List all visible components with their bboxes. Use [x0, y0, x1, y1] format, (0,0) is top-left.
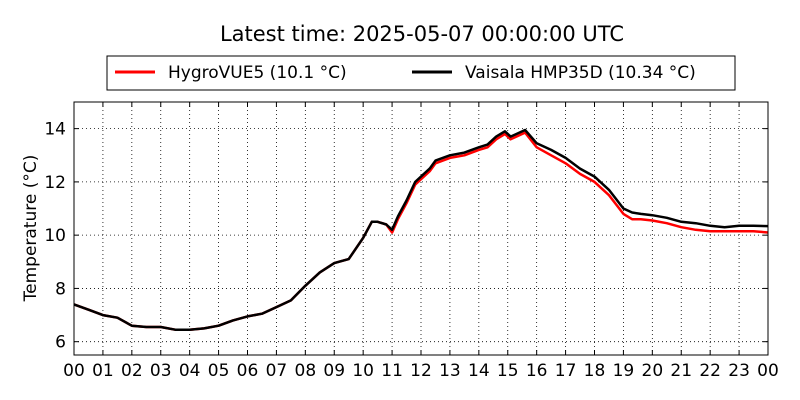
- x-tick-label: 02: [121, 361, 143, 381]
- x-tick-label: 05: [208, 361, 230, 381]
- x-tick-label: 06: [237, 361, 259, 381]
- axis-ticks: 00 01 02 03 04 05 06 07 08 09 10 11 12 13 14 15 16 17 18 19…: [44, 102, 779, 381]
- x-tick-label: 03: [150, 361, 172, 381]
- legend-label-vaisala: Vaisala HMP35D (10.34 °C): [465, 63, 696, 83]
- x-tick-label: 12: [410, 361, 432, 381]
- x-tick-label: 13: [439, 361, 461, 381]
- x-tick-label: 07: [266, 361, 288, 381]
- y-tick-label: 12: [44, 173, 66, 193]
- y-tick-label: 14: [44, 120, 66, 140]
- series-lines: [73, 128, 769, 331]
- x-tick-label: 11: [381, 361, 403, 381]
- x-tick-label: 00: [757, 361, 779, 381]
- x-tick-label: 21: [670, 361, 692, 381]
- x-tick-label: 19: [613, 361, 635, 381]
- grid-lines: [74, 102, 768, 355]
- legend: HygroVUE5 (10.1 °C) Vaisala HMP35D (10.3…: [106, 55, 736, 91]
- x-tick-label: 17: [555, 361, 577, 381]
- y-axis-label: Temperature (°C): [21, 155, 41, 303]
- chart-title: Latest time: 2025-05-07 00:00:00 UTC: [220, 22, 624, 46]
- x-tick-label: 04: [179, 361, 201, 381]
- x-tick-label: 00: [63, 361, 85, 381]
- y-tick-label: 10: [44, 226, 66, 246]
- x-tick-label: 01: [92, 361, 114, 381]
- x-tick-label: 15: [497, 361, 519, 381]
- y-tick-label: 6: [55, 333, 66, 353]
- x-tick-label: 10: [352, 361, 374, 381]
- legend-label-hygrovue5: HygroVUE5 (10.1 °C): [168, 63, 347, 83]
- x-tick-label: 14: [468, 361, 490, 381]
- x-tick-label: 22: [699, 361, 721, 381]
- x-tick-label: 16: [526, 361, 548, 381]
- x-tick-label: 18: [584, 361, 606, 381]
- series-line-vaisala: [73, 128, 769, 331]
- x-tick-label: 20: [642, 361, 664, 381]
- x-tick-label: 08: [295, 361, 317, 381]
- y-tick-label: 8: [55, 279, 66, 299]
- x-tick-label: 23: [728, 361, 750, 381]
- x-tick-label: 09: [323, 361, 345, 381]
- plot-frame: [73, 101, 769, 356]
